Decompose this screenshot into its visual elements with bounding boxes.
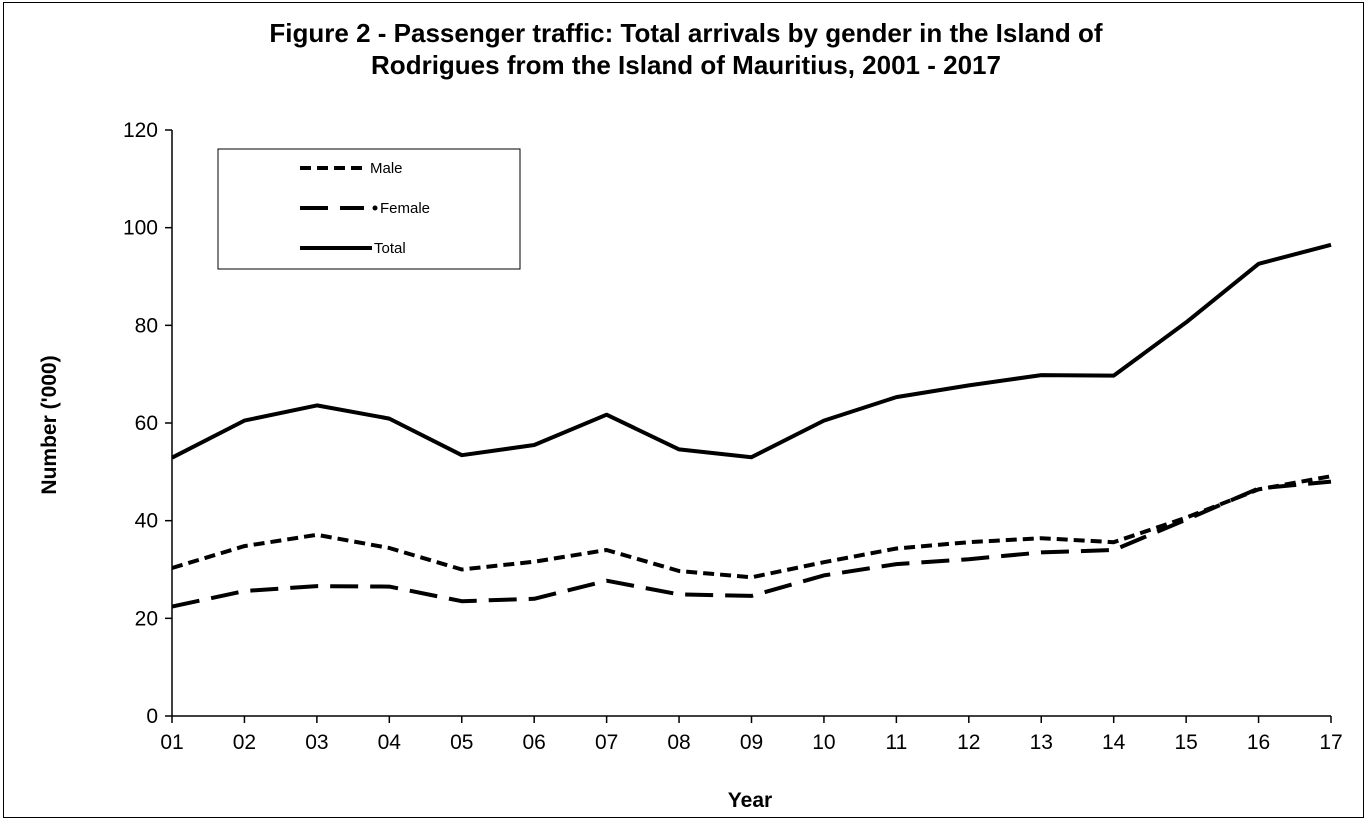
chart-title-line-1: Figure 2 - Passenger traffic: Total arri… xyxy=(269,18,1103,48)
x-tick-label: 14 xyxy=(1102,731,1126,754)
series-line-male xyxy=(171,474,1332,580)
x-tick-label: 03 xyxy=(305,731,328,754)
legend-label-total: Total xyxy=(374,240,406,257)
y-tick-label: 20 xyxy=(135,607,158,630)
x-tick-label: 02 xyxy=(233,731,256,754)
x-axis-title: Year xyxy=(728,789,772,812)
y-tick-label: 100 xyxy=(123,217,158,240)
x-tick-label: 10 xyxy=(812,731,835,754)
x-tick-label: 07 xyxy=(595,731,618,754)
series-line-total xyxy=(171,242,1332,460)
y-axis-title: Number ('000) xyxy=(38,355,61,494)
x-tick-label: 11 xyxy=(885,731,907,754)
x-tick-label: 05 xyxy=(450,731,473,754)
x-tick-label: 06 xyxy=(523,731,546,754)
legend-label-female: Female xyxy=(380,200,430,217)
x-tick-label: 04 xyxy=(378,731,402,754)
legend-box xyxy=(217,148,521,270)
x-tick-label: 01 xyxy=(160,731,183,754)
x-tick-label: 08 xyxy=(667,731,690,754)
series-line-female xyxy=(171,479,1332,609)
x-tick-label: 12 xyxy=(957,731,980,754)
y-axis: 0 20 40 60 80 100 120 xyxy=(123,119,173,728)
legend: Male Female Total xyxy=(217,148,521,270)
x-tick-label: 13 xyxy=(1030,731,1053,754)
y-tick-label: 40 xyxy=(135,510,158,533)
series-layer xyxy=(171,242,1332,609)
x-axis: 01 02 03 04 05 06 07 08 09 10 11 12 13 14 15 16 17 xyxy=(160,715,1343,754)
chart-title-line-2: Rodrigues from the Island of Mauritius, … xyxy=(371,50,1001,80)
legend-dot-female xyxy=(372,205,378,211)
chart-frame: Figure 2 - Passenger traffic: Total arri… xyxy=(3,2,1364,818)
y-tick-label: 0 xyxy=(146,705,158,728)
line-chart: Figure 2 - Passenger traffic: Total arri… xyxy=(38,18,1343,812)
x-tick-label: 15 xyxy=(1174,731,1197,754)
y-tick-label: 80 xyxy=(135,314,158,337)
y-tick-label: 60 xyxy=(135,412,158,435)
legend-label-male: Male xyxy=(370,160,403,177)
x-tick-label: 16 xyxy=(1247,731,1270,754)
y-tick-label: 120 xyxy=(123,119,158,142)
x-tick-label: 17 xyxy=(1319,731,1342,754)
x-tick-label: 09 xyxy=(740,731,763,754)
